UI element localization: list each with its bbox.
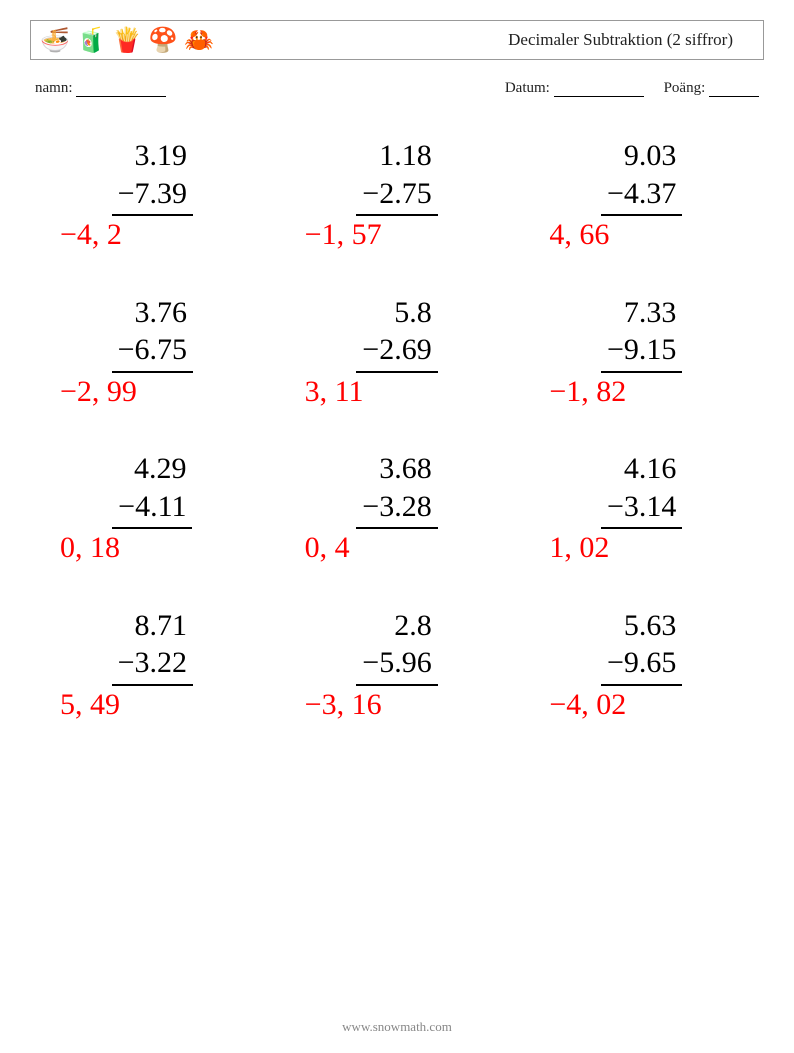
problem-2: 1.18 −2.75 −1, 57 [295,137,500,254]
problem-answer: 1, 02 [529,529,754,567]
problem-answer: −3, 16 [285,686,510,724]
problem-bottom: −4.37 [601,175,682,213]
score-blank[interactable] [709,81,759,97]
problem-9: 4.16 −3.14 1, 02 [539,450,744,567]
problems-grid: 3.19 −7.39 −4, 2 1.18 −2.75 −1, 57 9.03 … [30,127,764,733]
problem-top: 2.8 [356,607,437,645]
food-icon-3: 🍟 [113,26,141,54]
problem-6: 7.33 −9.15 −1, 82 [539,294,744,411]
problem-3: 9.03 −4.37 4, 66 [539,137,744,254]
problem-bottom: −2.69 [356,331,437,369]
header-icons: 🍜 🧃 🍟 🍄 🦀 [41,26,213,54]
problem-12: 5.63 −9.65 −4, 02 [539,607,744,724]
problem-bottom: −3.22 [112,644,193,682]
problem-7: 4.29 −4.11 0, 18 [50,450,255,567]
problem-bottom: −4.11 [112,488,192,526]
date-label: Datum: [505,80,550,96]
problem-bottom: −5.96 [356,644,437,682]
problem-bottom: −2.75 [356,175,437,213]
problem-answer: −1, 82 [529,373,754,411]
problem-4: 3.76 −6.75 −2, 99 [50,294,255,411]
problem-bottom: −7.39 [112,175,193,213]
problem-bottom: −3.28 [356,488,437,526]
food-icon-1: 🍜 [41,26,69,54]
date-blank[interactable] [554,81,644,97]
problem-top: 3.68 [356,450,437,488]
info-line: namn: Datum: Poäng: [30,80,764,97]
problem-answer: 0, 4 [285,529,510,567]
header-box: 🍜 🧃 🍟 🍄 🦀 Decimaler Subtraktion (2 siffr… [30,20,764,60]
problem-bottom: −6.75 [112,331,193,369]
problem-10: 8.71 −3.22 5, 49 [50,607,255,724]
problem-top: 5.8 [356,294,437,332]
problem-top: 5.63 [601,607,682,645]
problem-answer: −4, 2 [40,216,265,254]
problem-5: 5.8 −2.69 3, 11 [295,294,500,411]
problem-answer: −1, 57 [285,216,510,254]
problem-8: 3.68 −3.28 0, 4 [295,450,500,567]
problem-answer: 0, 18 [40,529,265,567]
problem-answer: −4, 02 [529,686,754,724]
problem-1: 3.19 −7.39 −4, 2 [50,137,255,254]
problem-bottom: −9.15 [601,331,682,369]
problem-top: 8.71 [112,607,193,645]
problem-top: 9.03 [601,137,682,175]
name-field: namn: [35,80,166,97]
footer-url: www.snowmath.com [0,1019,794,1035]
name-blank[interactable] [76,81,166,97]
score-field: Poäng: [664,80,759,97]
problem-top: 7.33 [601,294,682,332]
problem-answer: −2, 99 [40,373,265,411]
problem-bottom: −3.14 [601,488,682,526]
problem-11: 2.8 −5.96 −3, 16 [295,607,500,724]
problem-answer: 5, 49 [40,686,265,724]
problem-top: 1.18 [356,137,437,175]
problem-top: 4.16 [601,450,682,488]
food-icon-2: 🧃 [77,26,105,54]
problem-answer: 4, 66 [529,216,754,254]
problem-top: 3.19 [112,137,193,175]
date-field: Datum: [505,80,644,97]
name-label: namn: [35,80,73,96]
problem-top: 3.76 [112,294,193,332]
food-icon-4: 🍄 [149,26,177,54]
problem-bottom: −9.65 [601,644,682,682]
problem-top: 4.29 [112,450,192,488]
food-icon-5: 🦀 [185,26,213,54]
problem-answer: 3, 11 [285,373,510,411]
score-label: Poäng: [664,80,706,96]
worksheet-title: Decimaler Subtraktion (2 siffror) [508,30,733,50]
